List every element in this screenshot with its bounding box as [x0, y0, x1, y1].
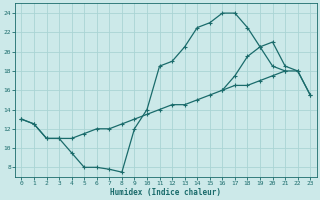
X-axis label: Humidex (Indice chaleur): Humidex (Indice chaleur): [110, 188, 221, 197]
